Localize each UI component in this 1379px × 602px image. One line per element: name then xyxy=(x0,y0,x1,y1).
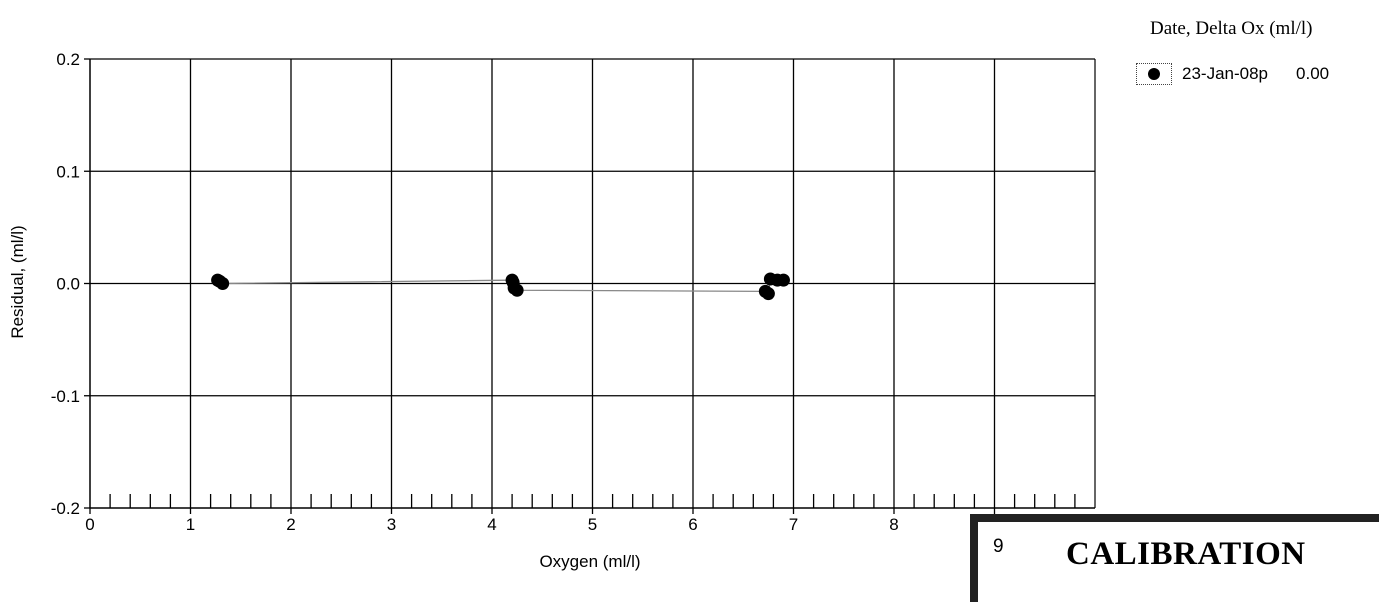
legend-title: Date, Delta Ox (ml/l) xyxy=(1150,18,1313,39)
connecting-line xyxy=(217,278,784,295)
y-tick-label: -0.2 xyxy=(51,499,80,518)
x-tick-label: 3 xyxy=(387,515,396,534)
x-tick-label: 8 xyxy=(889,515,898,534)
data-point xyxy=(776,273,790,287)
y-tick-label: -0.1 xyxy=(51,387,80,406)
legend-series-delta: 0.00 xyxy=(1296,64,1330,83)
y-tick-label: 0.1 xyxy=(56,162,80,181)
x-tick-label: 1 xyxy=(186,515,195,534)
data-point xyxy=(510,283,524,297)
y-axis-label: Residual, (ml/l) xyxy=(8,225,27,338)
x-tick-label: 7 xyxy=(789,515,798,534)
legend-marker-icon xyxy=(1148,68,1160,80)
legend-series-name: 23-Jan-08p xyxy=(1182,64,1269,83)
minor-ticks xyxy=(109,494,1076,508)
data-point xyxy=(761,287,775,301)
series-connecting-line xyxy=(217,278,784,295)
stamp-text: CALIBRATION xyxy=(1066,536,1306,572)
y-tick-label: 0.0 xyxy=(56,275,80,294)
x-tick-label: 6 xyxy=(688,515,697,534)
x-tick-label: 0 xyxy=(85,515,94,534)
data-points xyxy=(211,272,790,301)
stamp-nine-label: 9 xyxy=(993,536,1004,557)
x-tick-label: 4 xyxy=(487,515,496,534)
residual-scatter-chart: 0 1 2 3 4 5 6 7 8 9 0.2 0.1 0.0 -0.1 -0.2 Oxygen (ml/… xyxy=(8,50,1096,571)
y-tick-labels: 0.2 0.1 0.0 -0.1 -0.2 xyxy=(51,50,80,518)
data-point xyxy=(216,277,230,290)
x-tick-label: 5 xyxy=(588,515,597,534)
legend-entry: 23-Jan-08p 0.00 xyxy=(1136,63,1329,85)
legend-marker-box xyxy=(1136,63,1172,85)
x-tick-labels: 0123456789 xyxy=(85,508,999,534)
y-tick-label: 0.2 xyxy=(56,50,80,69)
calibration-stamp: 9 CALIBRATION xyxy=(970,514,1379,602)
x-axis-label: Oxygen (ml/l) xyxy=(539,552,640,571)
x-tick-label: 2 xyxy=(286,515,295,534)
